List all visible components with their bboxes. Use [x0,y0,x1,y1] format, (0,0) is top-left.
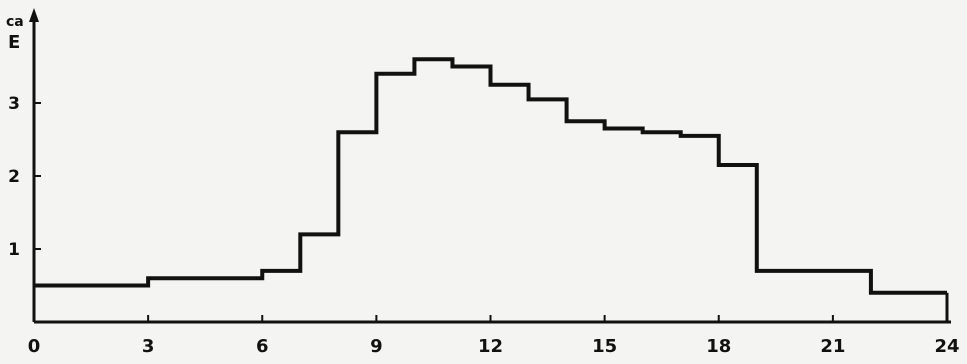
x-tick-label: 21 [820,336,845,357]
y-tick-label: 2 [8,167,20,187]
axes [29,8,951,324]
series-line [34,57,947,295]
x-tick-label: 15 [592,336,617,357]
y-tick-label: 1 [8,240,20,260]
x-tick-label: 0 [28,336,41,357]
y-axis-label: E [8,32,20,53]
y-tick-label: 3 [8,94,20,114]
x-tick-label: 24 [934,336,959,357]
y-axis-arrow [29,8,39,22]
series [34,57,949,322]
x-tick-label: 9 [370,336,383,357]
x-tick-label: 3 [142,336,155,357]
x-tick-label: 18 [706,336,731,357]
y-unit-label: са [6,14,24,30]
x-tick-label: 6 [256,336,269,357]
x-tick-label: 12 [478,336,503,357]
